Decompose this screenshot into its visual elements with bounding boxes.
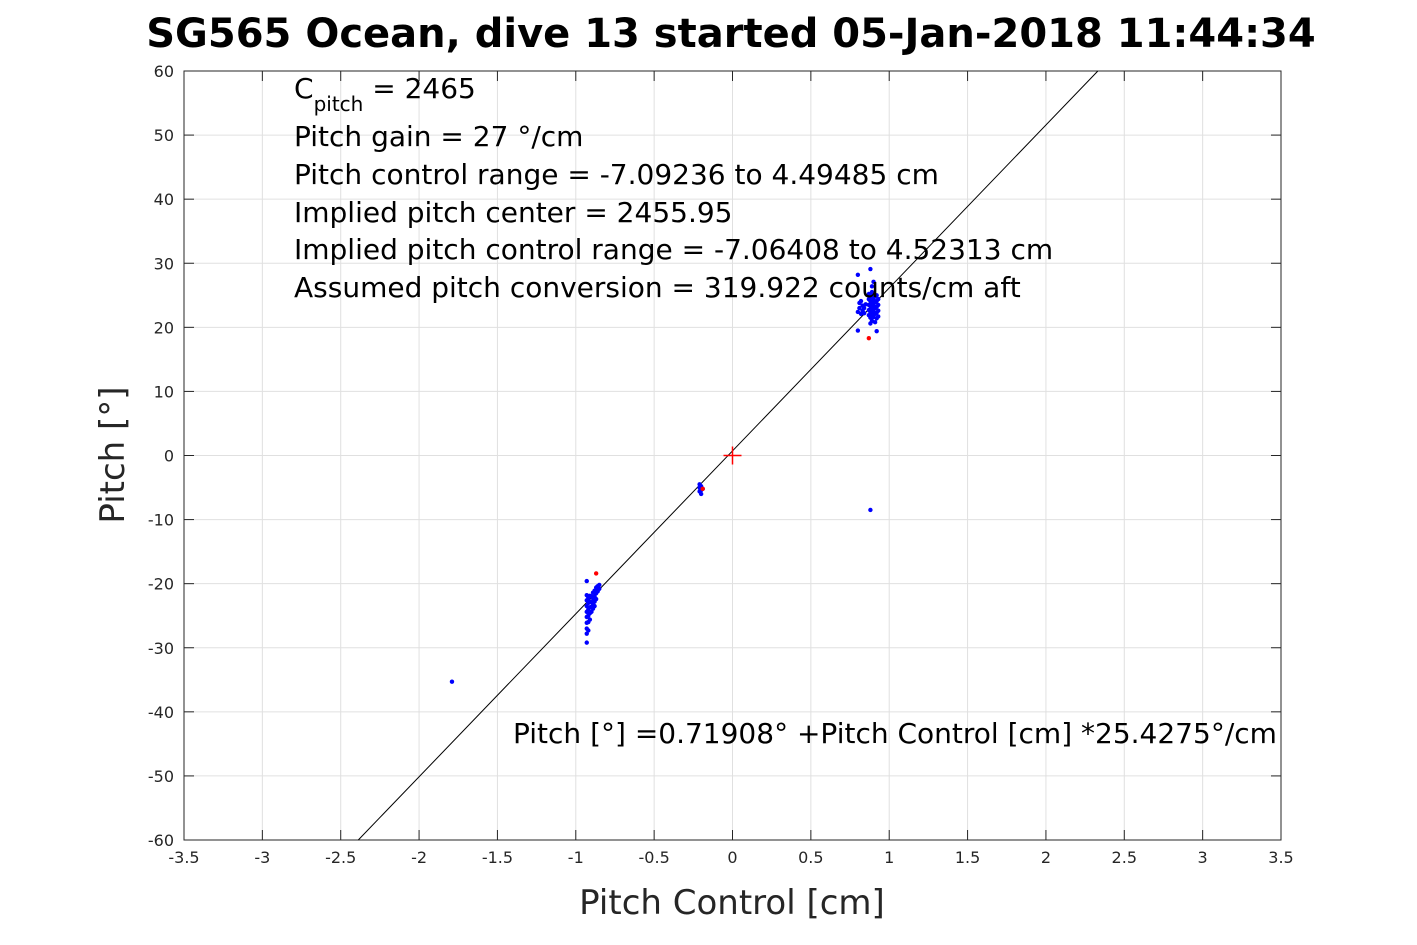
data-point: [698, 491, 704, 497]
fit-equation-annotation: Pitch [°] =0.71908° +Pitch Control [cm] …: [513, 717, 1277, 750]
x-tick-label: 1.5: [955, 848, 980, 867]
y-tick-label: -50: [148, 767, 174, 786]
x-tick-label: -1.5: [482, 848, 513, 867]
data-point: [700, 486, 705, 492]
y-tick-label: -20: [148, 575, 174, 594]
plot-frame: [183, 70, 1282, 841]
data-point: [857, 305, 862, 311]
axis-ticks: -3.5 -3 -2.5 -2 -1.5 -1 -0.5 0 0.5 1 1.5 2 2.5 3 3.5 -6…: [148, 62, 1294, 867]
c-pitch-subscript: pitch: [314, 92, 364, 116]
x-tick-label: -0.5: [639, 848, 670, 867]
x-axis-label: Pitch Control [cm]: [579, 883, 885, 923]
x-tick-label: -2: [411, 848, 427, 867]
data-point: [869, 284, 875, 289]
y-tick-label: 60: [154, 62, 174, 81]
x-tick-label: -3.5: [168, 848, 199, 867]
data-point: [593, 596, 599, 602]
data-point: [593, 571, 599, 576]
data-point: [597, 582, 602, 588]
y-tick-label: 10: [154, 382, 174, 401]
y-tick-label: 50: [154, 126, 174, 145]
pitch-gain-annotation: Pitch gain = 27 °/cm: [294, 120, 583, 153]
x-tick-label: -2.5: [325, 848, 356, 867]
data-point: [876, 308, 881, 313]
data-point: [861, 305, 867, 311]
x-tick-label: 2.5: [1112, 848, 1137, 867]
data-point: [586, 628, 591, 633]
x-tick-label: 3.5: [1268, 848, 1293, 867]
data-point: [872, 320, 878, 325]
data-point: [449, 679, 455, 684]
data-point: [597, 586, 602, 591]
data-point: [861, 311, 867, 316]
y-tick-label: 0: [164, 447, 174, 466]
c-pitch-base: C: [294, 72, 314, 105]
x-tick-label: 0: [727, 848, 737, 867]
center-marker-group: [723, 446, 742, 465]
data-point: [855, 328, 861, 333]
data-point: [584, 578, 589, 584]
data-point: [874, 293, 879, 298]
y-tick-label: -30: [148, 639, 174, 658]
y-axis-label: Pitch [°]: [93, 386, 133, 523]
data-point: [868, 266, 873, 272]
x-tick-label: -3: [254, 848, 270, 867]
data-point: [871, 279, 876, 285]
y-tick-label: -60: [148, 831, 174, 850]
implied-pitch-center-annotation: Implied pitch center = 2455.95: [294, 196, 732, 229]
data-point: [868, 507, 873, 513]
y-tick-label: 30: [154, 254, 174, 273]
pitch-control-range-annotation: Pitch control range = -7.09236 to 4.4948…: [294, 158, 939, 191]
c-pitch-value: = 2465: [363, 72, 476, 105]
c-pitch-annotation: Cpitch = 2465: [294, 72, 476, 116]
assumed-pitch-conversion-annotation: Assumed pitch conversion = 319.922 count…: [294, 271, 1021, 304]
implied-pitch-control-range-annotation: Implied pitch control range = -7.06408 t…: [294, 233, 1053, 266]
chart-title: SG565 Ocean, dive 13 started 05-Jan-2018…: [146, 11, 1315, 57]
data-point: [866, 336, 872, 341]
x-tick-label: 0.5: [798, 848, 823, 867]
data-point: [592, 603, 597, 609]
y-tick-label: 20: [154, 318, 174, 337]
x-tick-label: -1: [568, 848, 584, 867]
grid-lines: [183, 70, 1282, 841]
data-point: [855, 272, 861, 277]
y-tick-label: 40: [154, 190, 174, 209]
y-tick-label: -40: [148, 703, 174, 722]
data-point: [876, 302, 881, 308]
data-point: [587, 617, 593, 622]
x-tick-label: 2: [1041, 848, 1051, 867]
scatter-points: [449, 266, 881, 684]
data-point: [584, 640, 589, 645]
x-tick-label: 1: [884, 848, 894, 867]
data-point: [874, 328, 879, 334]
x-tick-label: 3: [1198, 848, 1208, 867]
data-point: [858, 298, 864, 304]
data-point: [876, 314, 881, 319]
y-tick-label: -10: [148, 511, 174, 530]
data-point: [876, 296, 881, 302]
